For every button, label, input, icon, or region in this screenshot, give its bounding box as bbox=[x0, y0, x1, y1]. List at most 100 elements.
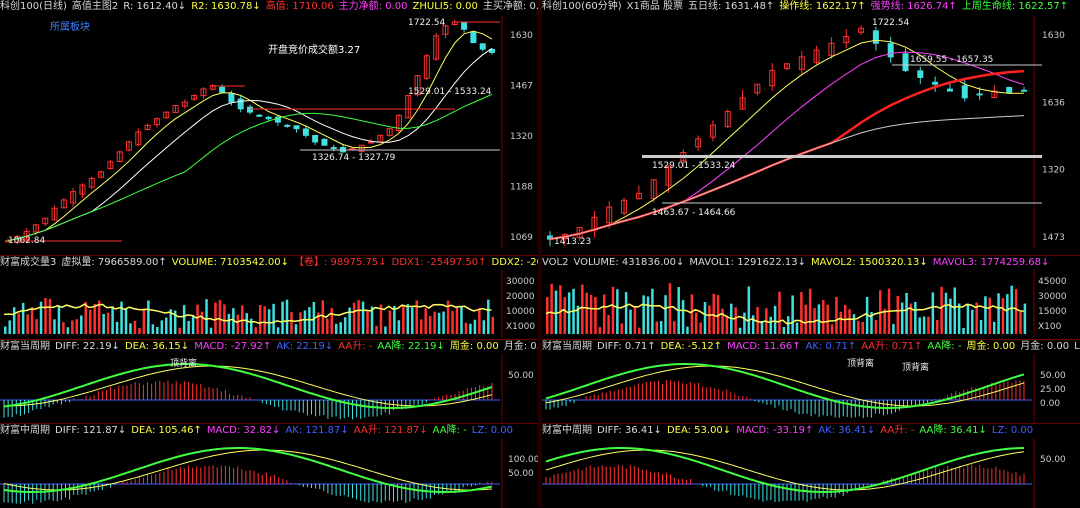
volume-bar bbox=[433, 311, 436, 334]
volume-bar bbox=[795, 322, 799, 334]
range-label: 1529.01 - 1533.24 bbox=[652, 161, 736, 171]
header-field: DIFF: 121.87↓ bbox=[55, 425, 127, 436]
header-field: VOLUME: 7103542.00↓ bbox=[171, 257, 289, 268]
sector-tag[interactable]: 所属板块 bbox=[50, 22, 90, 33]
volume-bar bbox=[725, 315, 729, 334]
candle-body bbox=[961, 85, 968, 99]
header-field: 【卷】: 98975.75↓ bbox=[294, 257, 387, 268]
volume-bar bbox=[124, 308, 128, 334]
volume-bar bbox=[428, 315, 432, 334]
volume-bar bbox=[57, 305, 61, 334]
volume-bar bbox=[455, 307, 459, 334]
candle-body bbox=[976, 93, 983, 96]
volume-bar bbox=[659, 321, 663, 334]
candle-body bbox=[946, 88, 953, 92]
header-field: MACD: -27.92↑ bbox=[194, 341, 272, 352]
volume-bar bbox=[317, 312, 320, 334]
header-field: DEA: 105.46↑ bbox=[131, 425, 202, 436]
dea-line bbox=[545, 365, 1025, 407]
volume-bar bbox=[655, 321, 659, 334]
volume-bar bbox=[330, 308, 334, 334]
header-field: AA降: - bbox=[927, 341, 962, 352]
left-volume-chart[interactable]: 财富成交量3 虚拟量: 7966589.00↑ VOLUME: 7103542.00… bbox=[0, 255, 538, 340]
volume-bar bbox=[84, 302, 88, 334]
right-macd2-plot: 50.00 bbox=[542, 438, 1066, 508]
volume-bar bbox=[756, 306, 759, 334]
volume-bar bbox=[375, 325, 378, 334]
candle-body bbox=[126, 141, 132, 151]
range-label: 1463.67 - 1464.66 bbox=[652, 208, 736, 218]
diff-line bbox=[545, 363, 1025, 409]
volume-bar bbox=[883, 308, 886, 334]
candle-body bbox=[902, 53, 909, 72]
volume-bar bbox=[290, 312, 293, 334]
volume-bar bbox=[196, 304, 199, 334]
candle-body bbox=[451, 21, 458, 26]
candle-body bbox=[858, 27, 865, 33]
header-field: LZ: 0.00 bbox=[991, 425, 1034, 436]
volume-bar bbox=[44, 298, 47, 334]
volume-bar bbox=[326, 318, 329, 334]
header-field: DIFF: 0.71↑ bbox=[597, 341, 656, 352]
candle-body bbox=[798, 56, 805, 70]
low-label: 1062.84 bbox=[8, 236, 45, 246]
volume-bar bbox=[442, 311, 445, 334]
candle-body bbox=[172, 104, 179, 113]
volume-bar bbox=[487, 299, 490, 334]
y-tick-label: 100.00 bbox=[508, 455, 538, 465]
header-field: MACD: 11.66↑ bbox=[727, 341, 801, 352]
candle-body bbox=[293, 125, 300, 130]
right-macd2-chart[interactable]: 财富中周期 DIFF: 36.41↓ DEA: 53.00↓ MACD: -33.19… bbox=[542, 423, 1080, 508]
y-tick-label: 20000 bbox=[506, 292, 535, 302]
y-tick-label: 1188 bbox=[510, 183, 533, 193]
volume-bar bbox=[686, 326, 689, 334]
y-tick-label: 30000 bbox=[506, 277, 535, 287]
y-tick-label: 50.00 bbox=[508, 469, 534, 479]
candle-body bbox=[256, 114, 263, 117]
candle-body bbox=[470, 31, 477, 44]
volume-bar bbox=[624, 292, 628, 334]
volume-bar bbox=[638, 327, 641, 334]
volume-bar bbox=[482, 320, 486, 334]
candle-body bbox=[665, 165, 672, 186]
header-field: 五日线: 1631.48↑ bbox=[688, 1, 775, 12]
volume-bar bbox=[343, 317, 347, 334]
header-field: 月金: 0.00 bbox=[1020, 341, 1070, 352]
volume-bar bbox=[589, 294, 593, 334]
candle-body bbox=[163, 111, 170, 119]
volume-bar bbox=[988, 297, 992, 334]
volume-bar bbox=[491, 316, 495, 334]
right-main-chart[interactable]: 科创100(60分钟) X1商品 股票 五日线: 1631.48↑ 操作线: 1622… bbox=[542, 0, 1080, 255]
left-macd1-chart[interactable]: 财富当周期 DIFF: 22.19↓ DEA: 36.15↓ MACD: -27.92… bbox=[0, 339, 538, 424]
volume-bar bbox=[173, 310, 177, 334]
candle-body bbox=[813, 49, 820, 63]
y-tick-label: 30000 bbox=[1038, 292, 1067, 302]
volume-bar bbox=[26, 314, 29, 334]
left-macd1-header: 财富当周期 DIFF: 22.19↓ DEA: 36.15↓ MACD: -27.92… bbox=[0, 340, 538, 354]
volume-bar bbox=[437, 312, 441, 334]
candle-body bbox=[828, 42, 835, 56]
candle-body bbox=[754, 83, 761, 94]
volume-bar bbox=[787, 316, 790, 334]
volume-bar bbox=[975, 302, 978, 334]
left-main-chart[interactable]: 科创100(日线) 高值主图2 R: 1612.40↓ R2: 1630.78↓ 高值:… bbox=[0, 0, 538, 255]
center-divider[interactable] bbox=[538, 0, 542, 507]
volume-bar bbox=[236, 314, 240, 334]
candle-body bbox=[312, 135, 319, 143]
volume-bar bbox=[721, 308, 724, 334]
volume-bar bbox=[142, 308, 146, 334]
header-field: DEA: 53.00↓ bbox=[666, 425, 732, 436]
right-macd1-chart[interactable]: 财富当周期 DIFF: 0.71↑ DEA: -5.12↑ MACD: 11.66↑ A… bbox=[542, 339, 1080, 424]
right-volume-chart[interactable]: VOL2 VOLUME: 431836.00↓ MAVOL1: 1291622.13… bbox=[542, 255, 1080, 340]
volume-bar bbox=[393, 305, 396, 334]
volume-bar bbox=[62, 322, 65, 334]
volume-bar bbox=[927, 316, 930, 334]
header-field: AK: 121.87↓ bbox=[285, 425, 349, 436]
volume-bar bbox=[334, 323, 338, 334]
volume-bar bbox=[451, 310, 454, 334]
left-macd2-chart[interactable]: 财富中周期 DIFF: 121.87↓ DEA: 105.46↑ MACD: 32.8… bbox=[0, 423, 538, 508]
volume-bar bbox=[178, 327, 181, 334]
candle-body bbox=[284, 124, 291, 127]
volume-bar bbox=[594, 297, 597, 334]
volume-bar bbox=[308, 307, 311, 334]
